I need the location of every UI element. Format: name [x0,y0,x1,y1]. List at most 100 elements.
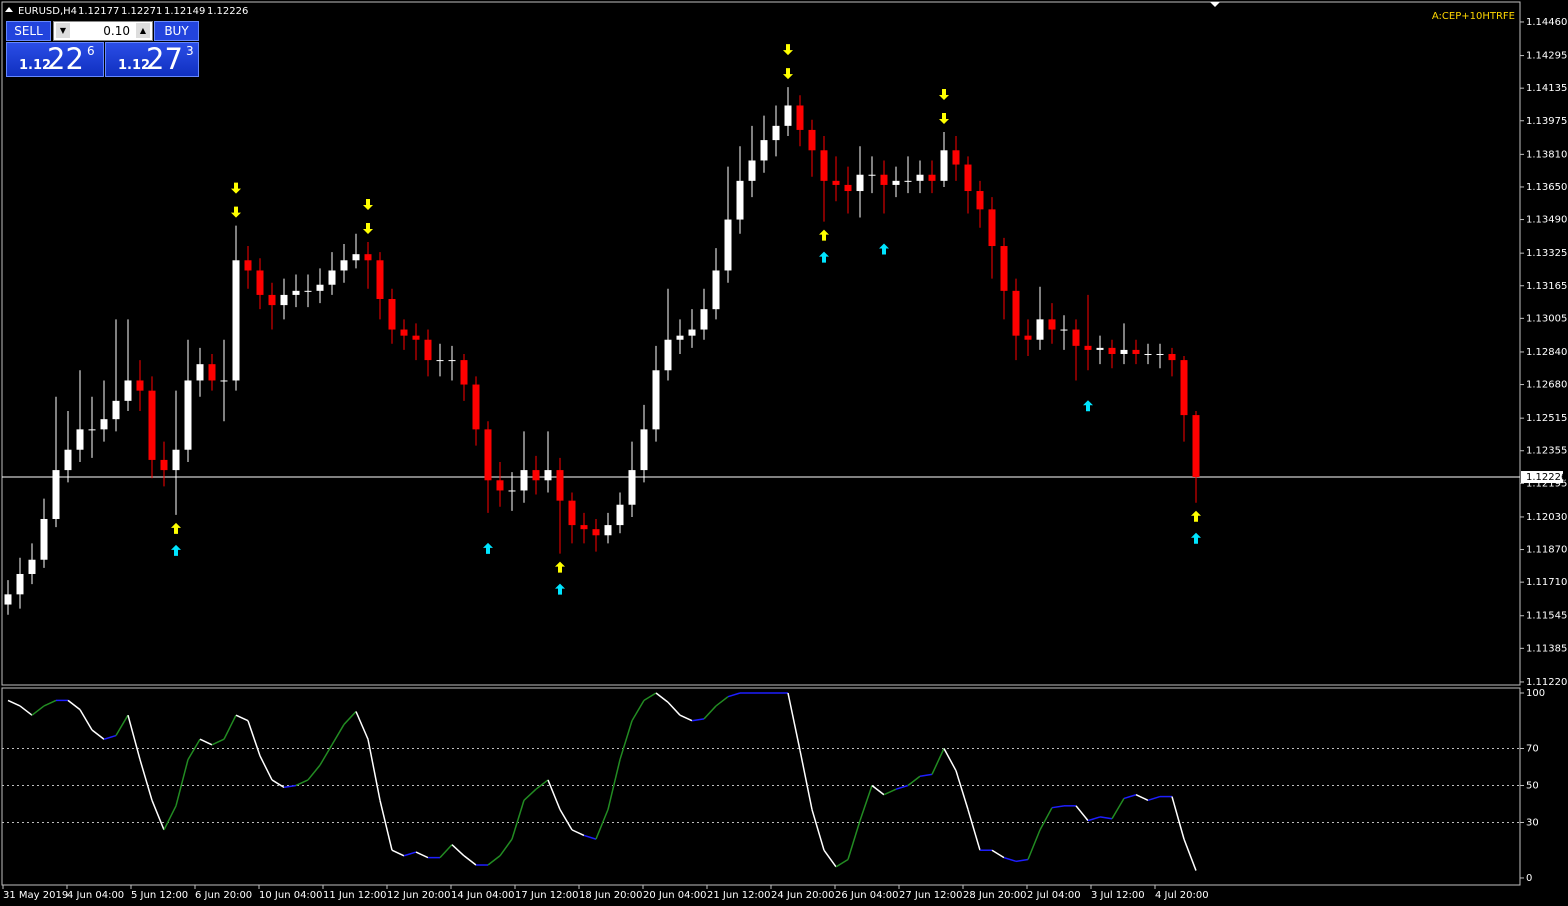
y-tick-label: 1.12515 [1526,413,1567,424]
ask-quote[interactable]: 1.12 27 3 [105,42,199,77]
x-tick-label: 17 Jun 12:00 [515,890,579,901]
indicator-segment [1003,856,1017,863]
signal-arrow [363,222,373,234]
bid-quote[interactable]: 1.12 22 6 [6,42,104,77]
indicator-segment [367,739,381,801]
price-tag-label: 1.12226 [1526,472,1567,483]
indicator-segment [163,805,177,831]
candle-body [532,470,540,481]
candle-body [424,339,432,361]
symbol: EURUSD,H4 [18,6,77,17]
indicator-segment [1087,816,1101,822]
indicator-segment [595,809,609,840]
y-tick-label: 1.13810 [1526,149,1567,160]
candle-body [916,174,924,181]
candle-body [844,184,852,192]
lot-decrease[interactable]: ▼ [56,23,70,38]
indicator-segment [799,750,813,810]
indicator-segment [199,738,213,746]
candle-body [1192,415,1200,478]
indicator-segment [1123,794,1137,800]
indicator-segment [43,699,57,707]
candle-body [604,525,612,536]
candle-body [856,174,864,192]
x-tick-label: 20 Jun 04:00 [643,890,707,901]
candle-body [568,500,576,526]
x-tick-label: 14 Jun 04:00 [451,890,515,901]
candle-body [316,284,324,291]
price-tag [1521,471,1563,484]
candle-body [460,360,468,385]
ask-sup: 3 [186,44,194,58]
candle-body [52,470,60,519]
bid-big: 1.12 [19,58,52,73]
y-tick-label: 1.13005 [1526,313,1567,324]
candle-body [1180,360,1188,416]
candle-body [640,429,648,471]
candle-body [292,290,300,295]
collapse-icon[interactable] [5,7,13,12]
candle-body [328,270,336,285]
indicator-segment [1051,805,1065,809]
lot-field[interactable]: ▼ 0.10 ▲ [53,21,153,41]
indicator-segment [511,800,525,840]
indicator-segment [283,784,297,789]
signal-arrow [879,243,889,255]
candle-body [268,294,276,306]
indicator-segment [895,784,909,790]
main-frame [1,1,1521,686]
indicator-segment [115,714,129,736]
candle-body [940,150,948,181]
candle-body [1132,349,1140,354]
candle-body [388,298,396,330]
ohlc-open: 1.12177 [78,6,119,17]
candle-body [820,150,828,181]
x-tick-label: 18 Jun 20:00 [579,890,643,901]
indicator-segment [487,855,501,866]
indicator-segment [1099,816,1113,820]
candle-body [1156,353,1164,355]
signal-arrow [171,522,181,534]
indicator-segment [91,729,105,740]
signal-arrow [231,182,241,194]
signal-arrow [483,542,493,554]
bid-main: 22 [47,42,84,76]
indicator-segment [415,851,429,859]
candle-body [472,384,480,430]
indicator-segment [103,734,117,740]
indicator-segment [1027,829,1041,860]
indicator-segment [523,788,537,801]
candle-body [148,390,156,460]
sell-button[interactable]: SELL [6,21,51,41]
candle-body [280,294,288,306]
x-tick-label: 11 Jun 12:00 [323,890,387,901]
candle-body [544,470,552,481]
indicator-segment [1015,858,1029,863]
candle-body [616,504,624,526]
indicator-segment [715,696,729,707]
x-tick-label: 6 Jun 20:00 [195,890,252,901]
candle-body [1120,349,1128,354]
indicator-segment [247,720,261,757]
lot-increase[interactable]: ▲ [136,23,150,38]
buy-button[interactable]: BUY [154,21,199,41]
candle-body [64,449,72,471]
signal-arrow [555,583,565,595]
candle-body [1048,319,1056,330]
y-tick-label: 1.12030 [1526,512,1567,523]
signal-arrow [819,229,829,241]
candle-body [4,594,12,605]
candle-body [496,480,504,491]
candle-body [136,380,144,391]
indicator-segment [883,788,897,796]
candle-body [76,429,84,450]
candle-body [40,518,48,560]
candle-body [580,525,588,530]
candle-body [88,429,96,431]
candle-body [736,180,744,220]
indicator-segment [391,849,405,857]
y-tick-label: 1.13325 [1526,248,1567,259]
indicator-segment [691,718,705,722]
candle-body [592,529,600,536]
y-tick-label: 1.14460 [1526,17,1567,28]
